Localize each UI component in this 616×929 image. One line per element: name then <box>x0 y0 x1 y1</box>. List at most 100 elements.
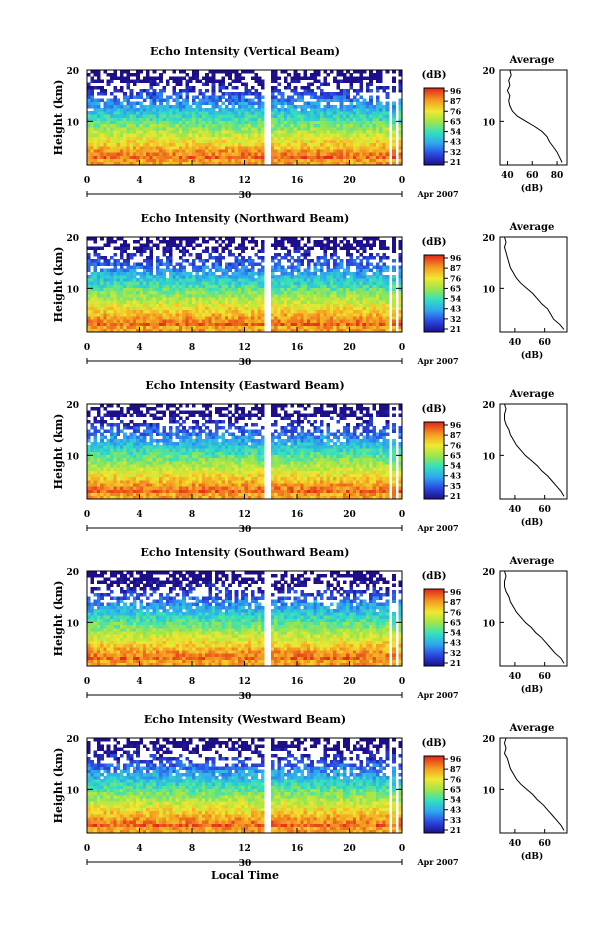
heatmap-cell <box>382 297 386 301</box>
heatmap-cell <box>372 256 377 260</box>
heatmap-cell <box>260 249 265 254</box>
heatmap-cell <box>342 127 347 131</box>
heatmap-cell <box>188 85 193 90</box>
heatmap-cell <box>297 256 301 260</box>
heatmap-cell <box>218 155 222 160</box>
heatmap-cell <box>326 271 331 276</box>
heatmap-cell <box>103 130 108 134</box>
heatmap-cell <box>293 290 298 295</box>
heatmap-cell <box>129 111 134 115</box>
heatmap-cell <box>116 290 121 295</box>
heatmap-cell <box>316 161 321 166</box>
heatmap-cell <box>182 89 186 93</box>
heatmap-cell <box>178 70 183 74</box>
heatmap-cell <box>90 495 94 500</box>
heatmap-cell <box>274 246 278 251</box>
heatmap-cell <box>178 111 183 115</box>
heatmap-cell <box>132 120 137 125</box>
heatmap-cell <box>346 89 350 93</box>
heatmap-cell <box>323 256 327 260</box>
heatmap-cell <box>149 120 154 125</box>
heatmap-cell <box>379 161 383 166</box>
heatmap-cell <box>185 300 190 304</box>
heatmap-cell <box>116 130 121 134</box>
heatmap-cell <box>149 265 154 270</box>
heatmap-cell <box>251 127 255 131</box>
heatmap-cell <box>247 130 252 134</box>
heatmap-cell <box>195 252 199 257</box>
heatmap-cell <box>113 149 117 153</box>
heatmap-cell <box>316 316 321 320</box>
heatmap-cell <box>211 108 216 112</box>
heatmap-cell <box>257 322 262 327</box>
heatmap-cell <box>188 275 193 279</box>
heatmap-cell <box>362 123 367 128</box>
heatmap-cell <box>293 328 298 333</box>
heatmap-cell <box>237 155 242 160</box>
heatmap-cell <box>106 104 111 109</box>
heatmap-cell <box>392 161 396 166</box>
heatmap-cell <box>195 123 199 128</box>
heatmap-cell <box>237 281 242 285</box>
heatmap-cell <box>329 136 334 141</box>
heatmap-cell <box>303 252 308 257</box>
heatmap-cell <box>244 104 249 109</box>
heatmap-cell <box>339 161 344 166</box>
heatmap-cell <box>129 303 134 308</box>
heatmap-cell <box>90 104 94 109</box>
heatmap-cell <box>251 278 255 282</box>
heatmap-cell <box>162 240 167 244</box>
heatmap-cell <box>113 265 117 270</box>
heatmap-cell <box>113 284 117 289</box>
heatmap-cell <box>126 252 131 257</box>
heatmap-cell <box>139 303 144 308</box>
heatmap-cell <box>359 259 364 263</box>
heatmap-cell <box>392 297 396 301</box>
colorbar-tick-label: 87 <box>450 96 461 106</box>
heatmap-cell <box>247 101 252 106</box>
heatmap-cell <box>201 133 206 137</box>
heatmap-cell <box>241 319 245 323</box>
heatmap-cell <box>221 492 226 497</box>
heatmap-cell <box>201 290 206 295</box>
heatmap-cell <box>382 146 386 150</box>
heatmap-cell <box>352 287 357 292</box>
heatmap-cell <box>192 294 196 298</box>
heatmap-cell <box>119 246 124 251</box>
heatmap-cell <box>251 240 255 244</box>
heatmap-cell <box>149 240 154 244</box>
heatmap-cell <box>237 130 242 134</box>
heatmap-cell <box>359 158 364 163</box>
heatmap-cell <box>375 290 380 295</box>
heatmap-cell <box>323 104 327 109</box>
heatmap-cell <box>316 297 321 301</box>
heatmap-cell <box>369 278 373 282</box>
heatmap-cell <box>132 287 137 292</box>
heatmap-cell <box>349 246 354 251</box>
heatmap-cell <box>182 328 186 333</box>
heatmap-cell <box>306 152 311 156</box>
heatmap-cell <box>109 149 114 153</box>
heatmap-cell <box>129 79 134 84</box>
heatmap-cell <box>149 271 154 276</box>
heatmap-cell <box>231 325 236 330</box>
heatmap-cell <box>109 306 114 311</box>
heatmap-cell <box>109 278 114 282</box>
heatmap-cell <box>310 300 314 304</box>
heatmap-cell <box>392 249 396 254</box>
heatmap-cell <box>195 306 199 311</box>
heatmap-cell <box>277 313 281 317</box>
heatmap-cell <box>297 306 301 311</box>
heatmap-cell <box>152 281 157 285</box>
heatmap-cell <box>306 111 311 115</box>
heatmap-cell <box>270 95 275 99</box>
heatmap-cell <box>329 300 334 304</box>
heatmap-cell <box>303 328 308 333</box>
heatmap-cell <box>287 319 291 323</box>
heatmap-cell <box>172 325 176 330</box>
heatmap-cell <box>392 133 396 137</box>
heatmap-cell <box>149 149 154 153</box>
heatmap-cell <box>188 127 193 131</box>
heatmap-cell <box>362 319 367 323</box>
heatmap-cell <box>96 246 101 251</box>
